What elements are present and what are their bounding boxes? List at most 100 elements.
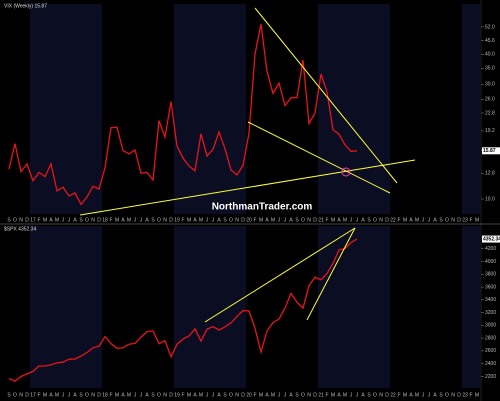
x-tick-label: S: [367, 217, 371, 223]
x-tick-label: M: [415, 217, 419, 223]
top-title: VIX (Weekly) 15.87: [4, 3, 47, 9]
x-tick-label: A: [289, 217, 293, 223]
y-tick-label: 2600: [485, 348, 496, 354]
x-tick-label: J: [278, 217, 281, 223]
x-tick-label: N: [307, 217, 311, 223]
highlight-circle: [341, 167, 351, 177]
x-tick-label: A: [433, 392, 437, 398]
x-tick-label: J: [428, 217, 431, 223]
x-tick-label: 19: [174, 392, 180, 398]
x-tick-label: M: [43, 392, 47, 398]
x-tick-label: A: [337, 217, 341, 223]
x-tick-label: D: [385, 217, 389, 223]
x-tick-label: M: [127, 217, 131, 223]
x-tick-label: O: [301, 217, 305, 223]
y-tick-label: 30.0: [485, 82, 495, 88]
x-tick-label: S: [223, 217, 227, 223]
x-tick-label: A: [145, 217, 149, 223]
x-tick-label: S: [367, 392, 371, 398]
x-tick-label: M: [475, 217, 479, 223]
x-tick-label: 17: [30, 392, 36, 398]
bottom-title: $SPX 4352.34: [4, 226, 36, 232]
x-tick-label: N: [163, 392, 167, 398]
x-tick-label: M: [331, 217, 335, 223]
x-tick-label: 21: [318, 392, 324, 398]
x-tick-label: 20: [246, 392, 252, 398]
x-tick-label: D: [169, 217, 173, 223]
x-tick-label: J: [68, 392, 71, 398]
x-tick-label: J: [422, 392, 425, 398]
y-tick-label: 10.0: [485, 196, 495, 202]
x-tick-label: S: [295, 392, 299, 398]
last-value-label: 4352.34: [483, 236, 500, 242]
x-tick-label: J: [140, 217, 143, 223]
x-tick-label: M: [55, 392, 59, 398]
x-tick-label: N: [451, 217, 455, 223]
x-tick-label: D: [241, 392, 245, 398]
y-tick-label: 52.0: [485, 24, 495, 30]
x-tick-label: M: [403, 217, 407, 223]
x-tick-label: M: [271, 217, 275, 223]
x-tick-label: F: [325, 217, 328, 223]
x-tick-label: 23: [462, 217, 468, 223]
x-tick-label: D: [241, 217, 245, 223]
x-tick-label: A: [409, 392, 413, 398]
x-tick-label: A: [265, 217, 269, 223]
x-tick-label: N: [379, 392, 383, 398]
y-tick-label: 26.0: [485, 97, 495, 103]
x-tick-label: O: [157, 392, 161, 398]
x-tick-label: J: [212, 217, 215, 223]
x-tick-label: M: [187, 217, 191, 223]
x-tick-label: D: [97, 392, 101, 398]
x-tick-label: O: [445, 217, 449, 223]
x-tick-label: 22: [390, 217, 396, 223]
x-tick-label: D: [169, 392, 173, 398]
x-tick-label: S: [151, 217, 155, 223]
x-tick-label: F: [109, 217, 112, 223]
x-tick-label: S: [439, 392, 443, 398]
x-tick-label: A: [49, 217, 53, 223]
y-tick-label: 35.0: [485, 66, 495, 72]
x-tick-label: D: [25, 392, 29, 398]
x-tick-label: N: [235, 392, 239, 398]
x-tick-label: J: [62, 392, 65, 398]
y-tick-label: 45.6: [485, 38, 495, 44]
x-tick-label: 22: [390, 392, 396, 398]
x-tick-label: M: [199, 217, 203, 223]
x-tick-label: A: [217, 392, 221, 398]
x-tick-label: N: [451, 392, 455, 398]
x-tick-label: F: [253, 392, 256, 398]
x-tick-label: O: [13, 217, 17, 223]
x-tick-label: A: [409, 217, 413, 223]
x-tick-label: A: [289, 392, 293, 398]
x-tick-label: M: [271, 392, 275, 398]
y-tick-label: 4200: [485, 246, 496, 252]
x-tick-label: F: [37, 217, 40, 223]
x-tick-label: M: [115, 217, 119, 223]
watermark: NorthmanTrader.com: [212, 202, 313, 213]
x-tick-label: 23: [462, 392, 468, 398]
x-tick-label: N: [163, 217, 167, 223]
x-tick-label: 17: [30, 217, 36, 223]
x-tick-label: M: [199, 392, 203, 398]
x-tick-label: O: [85, 217, 89, 223]
x-tick-label: M: [415, 392, 419, 398]
y-tick-label: 3200: [485, 310, 496, 316]
x-tick-label: F: [181, 217, 184, 223]
x-tick-label: J: [350, 217, 353, 223]
x-tick-label: O: [157, 217, 161, 223]
x-tick-label: F: [109, 392, 112, 398]
series-line: [8, 238, 358, 382]
x-tick-label: A: [145, 392, 149, 398]
x-tick-label: J: [350, 392, 353, 398]
x-tick-label: O: [229, 392, 233, 398]
x-tick-label: A: [121, 392, 125, 398]
y-tick-label: 3400: [485, 297, 496, 303]
y-tick-label: 3000: [485, 323, 496, 329]
x-tick-label: J: [68, 217, 71, 223]
x-tick-label: A: [73, 392, 77, 398]
x-tick-label: M: [115, 392, 119, 398]
x-tick-label: J: [134, 392, 137, 398]
x-tick-label: J: [212, 392, 215, 398]
